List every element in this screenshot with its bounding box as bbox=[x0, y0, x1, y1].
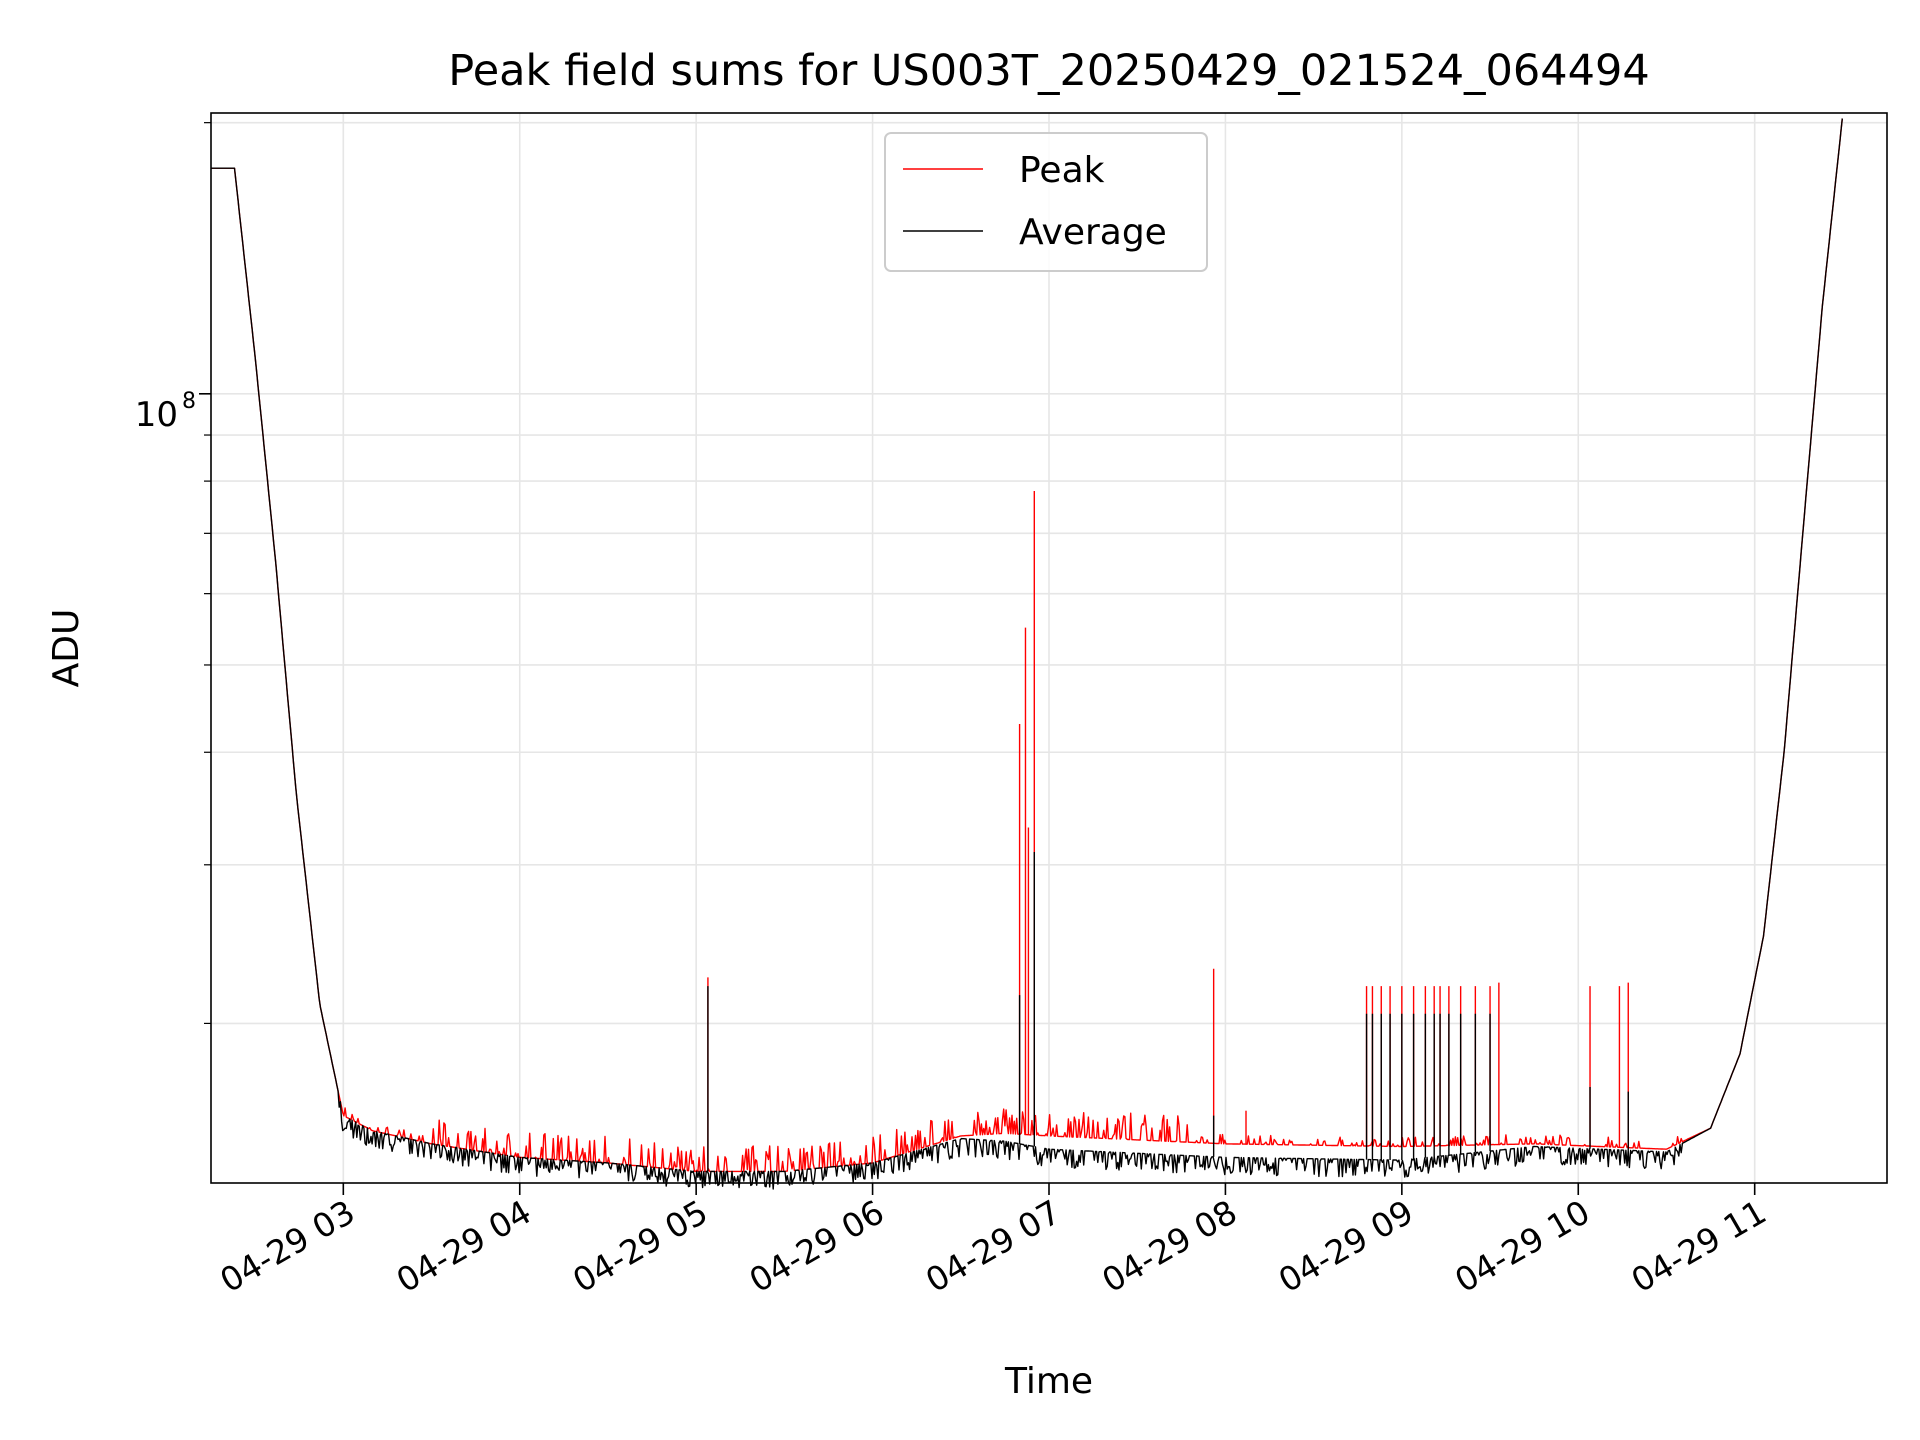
svg-text:8: 8 bbox=[182, 389, 196, 414]
svg-text:10: 10 bbox=[135, 395, 178, 435]
legend: Peak Average bbox=[884, 132, 1208, 272]
series-line-average bbox=[211, 118, 1843, 1190]
x-axis-label: Time bbox=[1004, 1361, 1093, 1402]
y-axis-label: ADU bbox=[46, 609, 87, 688]
legend-label-average: Average bbox=[1019, 212, 1167, 253]
series-average bbox=[211, 118, 1843, 1190]
y-tick-label-major: 10 8 bbox=[135, 389, 196, 435]
series-layer bbox=[211, 118, 1843, 1190]
legend-box bbox=[884, 132, 1208, 272]
grid bbox=[211, 113, 1887, 1183]
series-line-peak bbox=[211, 118, 1843, 1173]
legend-label-peak: Peak bbox=[1019, 150, 1105, 191]
chart-title: Peak field sums for US003T_20250429_0215… bbox=[448, 46, 1649, 96]
